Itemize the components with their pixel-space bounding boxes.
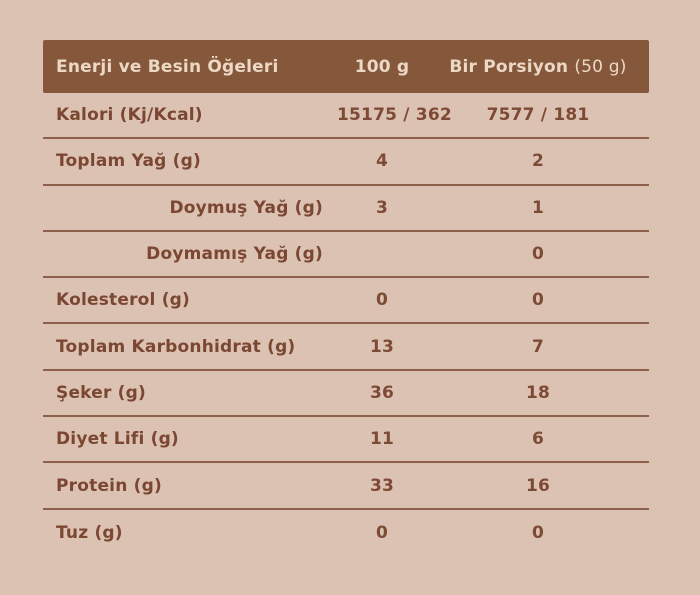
value-per-portion: 1 xyxy=(531,197,545,218)
table-body: Kalori (Kj/Kcal) 15175 / 362 7577 / 181 … xyxy=(43,93,649,556)
row-label: Doymuş Yağ (g) xyxy=(169,197,323,218)
value-per-100g: 13 xyxy=(369,336,395,357)
row-label: Protein (g) xyxy=(56,475,162,496)
table-row: Protein (g) 33 16 xyxy=(43,463,649,510)
header-energy-nutrients: Enerji ve Besin Öğeleri xyxy=(56,56,279,77)
table-row: Kalori (Kj/Kcal) 15175 / 362 7577 / 181 xyxy=(43,93,649,140)
row-label: Kalori (Kj/Kcal) xyxy=(56,105,203,126)
value-per-100g: 33 xyxy=(369,475,395,496)
value-per-100g: 0 xyxy=(375,522,389,543)
row-label: Toplam Karbonhidrat (g) xyxy=(56,336,296,357)
table-row: Şeker (g) 36 18 xyxy=(43,371,649,418)
table-row: Tuz (g) 0 0 xyxy=(43,510,649,556)
value-per-100g: 36 xyxy=(369,382,395,403)
value-per-portion: 0 xyxy=(531,290,545,311)
row-label: Diyet Lifi (g) xyxy=(56,429,179,450)
value-per-portion: 16 xyxy=(525,475,551,496)
value-per-100g: 0 xyxy=(375,290,389,311)
row-label: Şeker (g) xyxy=(56,382,146,403)
row-label: Tuz (g) xyxy=(56,522,123,543)
value-per-100g: 11 xyxy=(369,429,395,450)
value-per-portion: 7 xyxy=(531,336,545,357)
table-header-row: Enerji ve Besin Öğeleri 100 g Bir Porsiy… xyxy=(43,40,649,93)
table-row: Doymamış Yağ (g) 0 xyxy=(43,232,649,279)
value-per-portion: 7577 / 181 xyxy=(486,105,590,126)
table-row: Toplam Karbonhidrat (g) 13 7 xyxy=(43,324,649,371)
header-per-portion-note: (50 g) xyxy=(574,56,627,77)
table-row: Doymuş Yağ (g) 3 1 xyxy=(43,186,649,232)
value-per-portion: 18 xyxy=(525,382,551,403)
row-label: Doymamış Yağ (g) xyxy=(146,244,323,265)
value-per-100g: 15175 / 362 xyxy=(337,105,452,126)
nutrition-table: Enerji ve Besin Öğeleri 100 g Bir Porsiy… xyxy=(43,40,649,556)
value-per-portion: 0 xyxy=(531,244,545,265)
row-label: Toplam Yağ (g) xyxy=(56,151,201,172)
value-per-portion: 2 xyxy=(531,151,545,172)
header-per-100g: 100 g xyxy=(354,56,410,77)
header-per-portion-main: Bir Porsiyon xyxy=(449,56,569,77)
table-row: Kolesterol (g) 0 0 xyxy=(43,278,649,325)
header-per-portion: Bir Porsiyon (50 g) xyxy=(427,57,649,77)
value-per-portion: 6 xyxy=(531,429,545,450)
table-row: Toplam Yağ (g) 4 2 xyxy=(43,139,649,186)
value-per-portion: 0 xyxy=(531,522,545,543)
value-per-100g: 3 xyxy=(375,197,389,218)
table-row: Diyet Lifi (g) 11 6 xyxy=(43,417,649,464)
value-per-100g: 4 xyxy=(375,151,389,172)
row-label: Kolesterol (g) xyxy=(56,290,191,311)
